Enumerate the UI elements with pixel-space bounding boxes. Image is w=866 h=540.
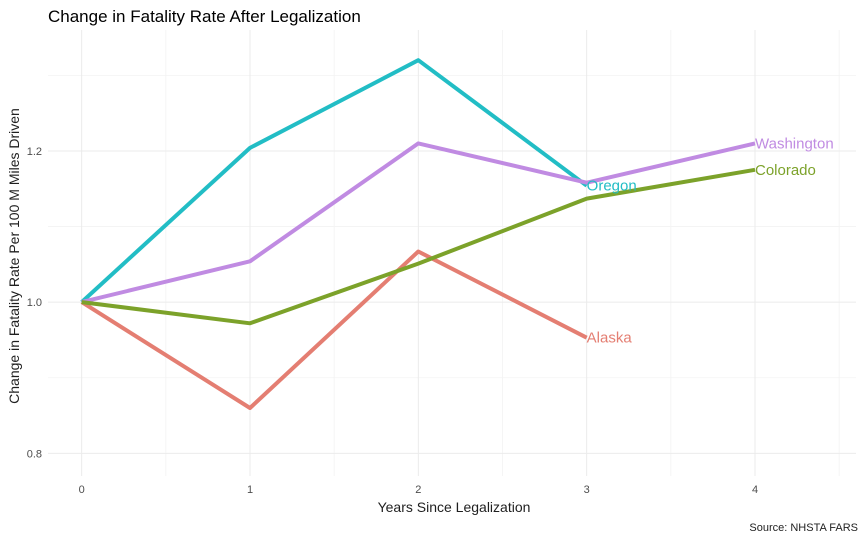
series-label-colorado: Colorado xyxy=(755,162,816,179)
series-line-alaska xyxy=(80,249,588,410)
series-lines xyxy=(80,58,756,410)
series-line-washington xyxy=(81,141,756,305)
series-label-oregon: Oregon xyxy=(587,178,637,195)
series-label-alaska: Alaska xyxy=(587,330,633,347)
chart-title: Change in Fatality Rate After Legalizati… xyxy=(48,7,361,26)
x-tick-label: 3 xyxy=(584,484,590,496)
gridlines xyxy=(48,30,856,476)
x-tick-label: 4 xyxy=(752,484,758,496)
series-line-oregon xyxy=(80,58,588,304)
y-axis-ticks: 0.8 1.0 1.2 xyxy=(27,146,42,460)
y-axis-label: Change in Fatality Rate Per 100 M Miles … xyxy=(6,108,22,404)
x-tick-label: 2 xyxy=(415,484,421,496)
x-tick-label: 1 xyxy=(247,484,253,496)
y-tick-label: 0.8 xyxy=(27,448,42,460)
series-line-colorado xyxy=(81,167,756,326)
x-axis-label: Years Since Legalization xyxy=(378,499,531,515)
source-caption: Source: NHSTA FARS xyxy=(749,522,858,534)
series-label-washington: Washington xyxy=(755,135,834,152)
x-axis-ticks: 0 1 2 3 4 xyxy=(79,484,758,496)
y-tick-label: 1.0 xyxy=(27,297,42,309)
x-tick-label: 0 xyxy=(79,484,85,496)
series-labels: Alaska Oregon Washington Colorado xyxy=(587,135,834,346)
y-tick-label: 1.2 xyxy=(27,146,42,158)
